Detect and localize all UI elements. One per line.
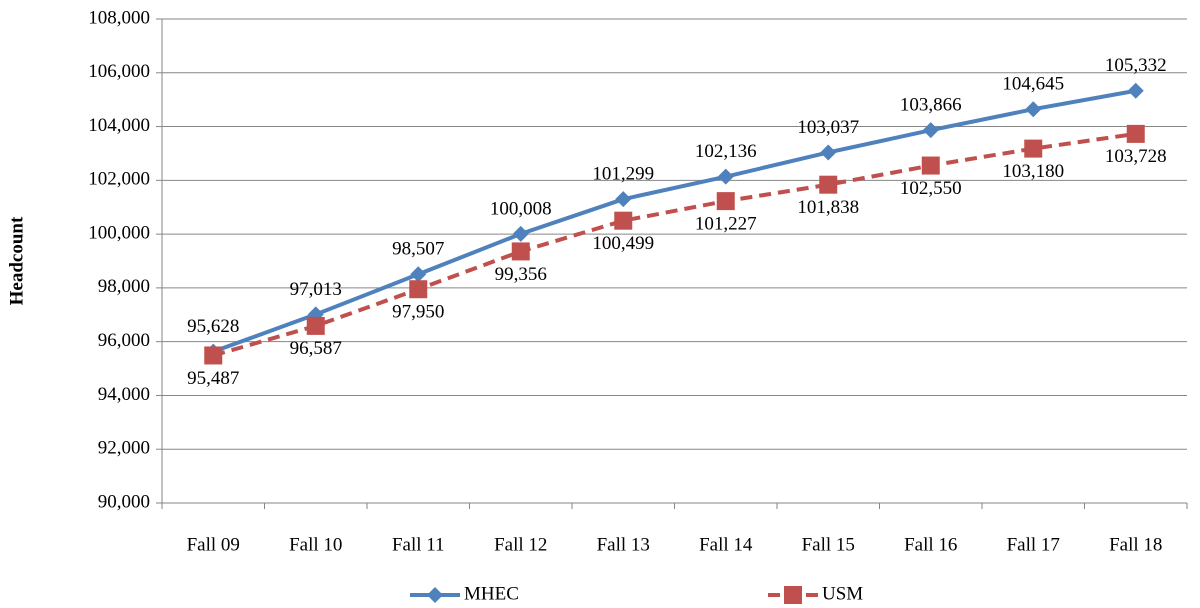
data-point	[204, 346, 223, 365]
data-label: 98,507	[392, 239, 444, 260]
x-tick-label: Fall 10	[289, 534, 342, 555]
legend-marker	[427, 587, 443, 603]
y-tick-label: 94,000	[98, 384, 150, 405]
data-point	[1025, 101, 1042, 118]
data-label: 95,487	[187, 368, 239, 389]
data-label: 103,866	[900, 95, 962, 116]
data-point	[819, 175, 838, 194]
x-tick-label: Fall 09	[187, 534, 240, 555]
y-tick-label: 108,000	[88, 7, 150, 28]
data-label: 101,299	[592, 164, 654, 185]
legend-label: USM	[822, 583, 863, 604]
data-point	[1126, 124, 1145, 143]
x-tick-label: Fall 18	[1109, 534, 1162, 555]
data-label: 104,645	[1002, 74, 1064, 95]
data-label: 95,628	[187, 316, 239, 337]
data-point	[1024, 139, 1043, 158]
data-point	[922, 122, 939, 139]
legend-marker	[784, 586, 802, 604]
data-label: 100,499	[592, 233, 654, 254]
x-tick-label: Fall 11	[392, 534, 445, 555]
data-point	[511, 242, 530, 261]
data-label: 99,356	[495, 264, 547, 285]
y-tick-label: 104,000	[88, 115, 150, 136]
data-point	[512, 225, 529, 242]
y-tick-label: 90,000	[98, 491, 150, 512]
y-axis-label: Headcount	[6, 216, 27, 305]
data-label: 101,838	[797, 197, 859, 218]
y-tick-label: 100,000	[88, 222, 150, 243]
data-label: 103,180	[1002, 161, 1064, 182]
y-tick-label: 98,000	[98, 276, 150, 297]
data-label: 105,332	[1105, 55, 1167, 76]
series-line	[212, 131, 1137, 358]
y-tick-label: 92,000	[98, 438, 150, 459]
x-tick-label: Fall 14	[699, 534, 753, 555]
data-label: 102,136	[695, 141, 757, 162]
data-point	[717, 168, 734, 185]
data-label: 103,728	[1105, 146, 1167, 167]
data-label: 97,013	[290, 279, 342, 300]
data-point	[1127, 82, 1144, 99]
data-point	[306, 316, 325, 335]
series-line	[212, 88, 1137, 354]
y-tick-label: 102,000	[88, 169, 150, 190]
x-tick-label: Fall 16	[904, 534, 957, 555]
data-point	[614, 211, 633, 230]
x-tick-label: Fall 12	[494, 534, 547, 555]
data-label: 100,008	[490, 198, 552, 219]
data-point	[409, 280, 428, 299]
data-label: 101,227	[695, 213, 757, 234]
data-label: 102,550	[900, 178, 962, 199]
data-label: 97,950	[392, 302, 444, 323]
data-label: 96,587	[290, 338, 342, 359]
data-label: 103,037	[797, 117, 859, 138]
y-tick-label: 106,000	[88, 61, 150, 82]
data-point	[410, 266, 427, 283]
data-point	[716, 192, 735, 211]
data-point	[820, 144, 837, 161]
y-tick-label: 96,000	[98, 330, 150, 351]
x-tick-label: Fall 17	[1007, 534, 1060, 555]
data-point	[921, 156, 940, 175]
x-tick-label: Fall 15	[802, 534, 855, 555]
legend-label: MHEC	[464, 583, 519, 604]
data-point	[615, 191, 632, 208]
x-tick-label: Fall 13	[597, 534, 650, 555]
